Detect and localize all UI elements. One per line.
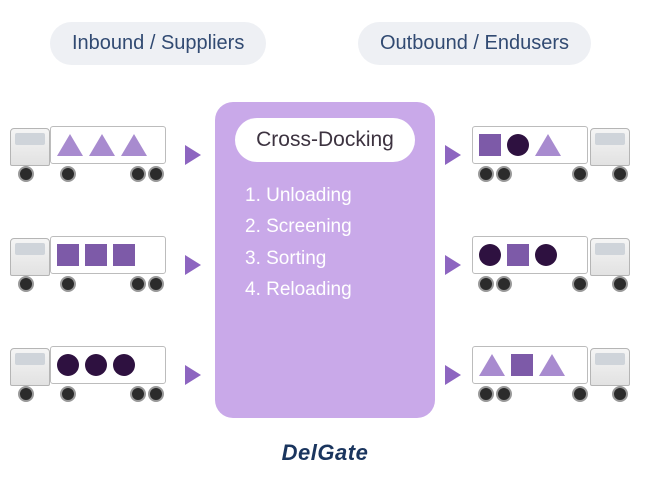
header-inbound: Inbound / Suppliers [50, 22, 266, 65]
inbound-truck [10, 340, 170, 402]
cargo-triangle-icon [535, 134, 561, 156]
inbound-truck [10, 120, 170, 182]
cargo-triangle-icon [57, 134, 83, 156]
step-item: 2. Screening [245, 211, 415, 242]
header-outbound: Outbound / Endusers [358, 22, 591, 65]
cargo-triangle-icon [479, 354, 505, 376]
arrow-icon [445, 145, 461, 165]
cargo-triangle-icon [89, 134, 115, 156]
cargo-circle-icon [113, 354, 135, 376]
cargo-triangle-icon [121, 134, 147, 156]
cargo-square-icon [85, 244, 107, 266]
arrow-icon [445, 365, 461, 385]
arrow-icon [185, 255, 201, 275]
crossdock-title: Cross-Docking [235, 118, 415, 162]
cargo-circle-icon [507, 134, 529, 156]
cargo-square-icon [511, 354, 533, 376]
inbound-truck [10, 230, 170, 292]
cargo-circle-icon [85, 354, 107, 376]
arrow-icon [445, 255, 461, 275]
cargo-circle-icon [479, 244, 501, 266]
cargo-square-icon [113, 244, 135, 266]
arrow-icon [185, 145, 201, 165]
cargo-triangle-icon [539, 354, 565, 376]
outbound-truck [472, 230, 632, 292]
cargo-square-icon [57, 244, 79, 266]
cargo-circle-icon [535, 244, 557, 266]
outbound-truck [472, 340, 632, 402]
step-item: 4. Reloading [245, 274, 415, 305]
outbound-truck [472, 120, 632, 182]
crossdock-box: Cross-Docking 1. Unloading 2. Screening … [215, 102, 435, 418]
cargo-square-icon [507, 244, 529, 266]
cargo-square-icon [479, 134, 501, 156]
step-list: 1. Unloading 2. Screening 3. Sorting 4. … [235, 180, 415, 305]
step-item: 1. Unloading [245, 180, 415, 211]
brand-logo: DelGate [0, 440, 650, 466]
cargo-circle-icon [57, 354, 79, 376]
step-item: 3. Sorting [245, 243, 415, 274]
arrow-icon [185, 365, 201, 385]
